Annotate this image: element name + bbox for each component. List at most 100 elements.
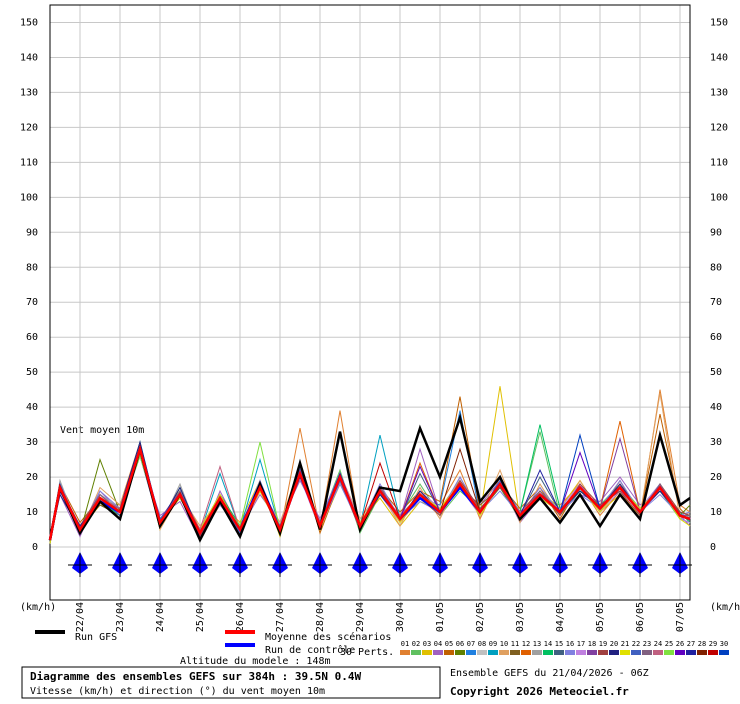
- legend-swatch: [433, 650, 443, 655]
- x-tick-label: 05/05: [595, 602, 606, 632]
- y-tick-label: 140: [710, 52, 728, 63]
- legend-label: 03: [423, 640, 431, 648]
- x-tick-label: 06/05: [635, 602, 646, 632]
- legend-swatch: [488, 650, 498, 655]
- series-line: [48, 444, 691, 541]
- legend-label: 17: [577, 640, 585, 648]
- x-tick-label: 24/04: [155, 602, 166, 632]
- legend-swatch: [521, 650, 531, 655]
- legend-swatch: [510, 650, 520, 655]
- legend-label: 11: [511, 640, 519, 648]
- plot-frame: [49, 4, 691, 601]
- legend-swatch: [631, 650, 641, 655]
- y-tick-label: 60: [26, 332, 38, 343]
- x-tick-label: 26/04: [235, 602, 246, 632]
- legend-label: 30: [720, 640, 728, 648]
- legend-label: 22: [632, 640, 640, 648]
- legend-label: 20: [610, 640, 618, 648]
- x-tick-label: 30/04: [395, 602, 406, 632]
- legend-swatch: [422, 650, 432, 655]
- legend-swatch: [543, 650, 553, 655]
- y-tick-label: 100: [20, 192, 38, 203]
- legend-label: Moyenne des scénarios: [265, 631, 391, 643]
- legend-swatch: [565, 650, 575, 655]
- y-tick-label: 150: [20, 17, 38, 28]
- y-tick-label: 120: [20, 122, 38, 133]
- x-tick-label: 28/04: [315, 602, 326, 632]
- legend-swatch: [554, 650, 564, 655]
- legend-swatch: [532, 650, 542, 655]
- y-tick-label: 10: [710, 507, 722, 518]
- y-tick-label: 120: [710, 122, 728, 133]
- y-tick-label: 0: [32, 542, 38, 553]
- legend-label: 07: [467, 640, 475, 648]
- legend-swatch: [642, 650, 652, 655]
- legend-label: 14: [544, 640, 552, 648]
- legend-label: 25: [665, 640, 673, 648]
- legend-label: 27: [687, 640, 695, 648]
- y-tick-label: 60: [710, 332, 722, 343]
- legend-label: 13: [533, 640, 541, 648]
- y-tick-label: 150: [710, 17, 728, 28]
- run-info: Ensemble GEFS du 21/04/2026 - 06Z: [450, 668, 649, 679]
- x-tick-label: 27/04: [275, 602, 286, 632]
- legend-label: 19: [599, 640, 607, 648]
- legend-label: 29: [709, 640, 717, 648]
- altitude: Altitude du modele : 148m: [180, 656, 331, 667]
- legend-swatch: [477, 650, 487, 655]
- legend-label: Run GFS: [75, 632, 117, 643]
- copyright: Copyright 2026 Meteociel.fr: [450, 685, 629, 698]
- y-tick-label: 100: [710, 192, 728, 203]
- legend-swatch: [466, 650, 476, 655]
- legend-swatch: [444, 650, 454, 655]
- legend-label: 06: [456, 640, 464, 648]
- legend-label: 28: [698, 640, 706, 648]
- legend-swatch: [499, 650, 509, 655]
- legend-swatch: [587, 650, 597, 655]
- y-tick-label: 70: [710, 297, 722, 308]
- legend-swatch: [719, 650, 729, 655]
- x-tick-label: 25/04: [195, 602, 206, 632]
- x-tick-label: 01/05: [435, 602, 446, 632]
- y-tick-label: 90: [710, 227, 722, 238]
- y-tick-label: 20: [26, 472, 38, 483]
- y-tick-label: 80: [710, 262, 722, 273]
- y-tick-label: 110: [710, 157, 728, 168]
- y-tick-label: 90: [26, 227, 38, 238]
- legend-label: 08: [478, 640, 486, 648]
- y-tick-label: 50: [710, 367, 722, 378]
- legend-label: Run de contrôle: [265, 644, 355, 656]
- y-tick-label: 130: [20, 87, 38, 98]
- y-tick-label: 130: [710, 87, 728, 98]
- legend-swatch: [653, 650, 663, 655]
- legend-label: 10: [500, 640, 508, 648]
- y-tick-label: 30: [710, 437, 722, 448]
- x-tick-label: 23/04: [115, 602, 126, 632]
- title: Diagramme des ensembles GEFS sur 384h : …: [30, 670, 362, 683]
- annotation: Vent moyen 10m: [60, 425, 144, 436]
- x-tick-label: 22/04: [75, 602, 86, 632]
- legend-label: 09: [489, 640, 497, 648]
- x-tick-label: 04/05: [555, 602, 566, 632]
- legend-label: 05: [445, 640, 453, 648]
- x-tick-label: 03/05: [515, 602, 526, 632]
- legend-label: 23: [643, 640, 651, 648]
- legend-swatch: [697, 650, 707, 655]
- y-tick-label: 50: [26, 367, 38, 378]
- legend-label: 24: [654, 640, 662, 648]
- legend-swatch: [576, 650, 586, 655]
- y-tick-label: 80: [26, 262, 38, 273]
- y-tick-label: 20: [710, 472, 722, 483]
- legend-label: 18: [588, 640, 596, 648]
- legend-swatch: [609, 650, 619, 655]
- y-tick-label: 40: [710, 402, 722, 413]
- legend-label: 01: [401, 640, 409, 648]
- legend-label: 12: [522, 640, 530, 648]
- legend-label: 15: [555, 640, 563, 648]
- y-tick-label: 0: [710, 542, 716, 553]
- y-unit: (km/h): [710, 602, 740, 613]
- legend-swatch: [686, 650, 696, 655]
- legend-swatch: [411, 650, 421, 655]
